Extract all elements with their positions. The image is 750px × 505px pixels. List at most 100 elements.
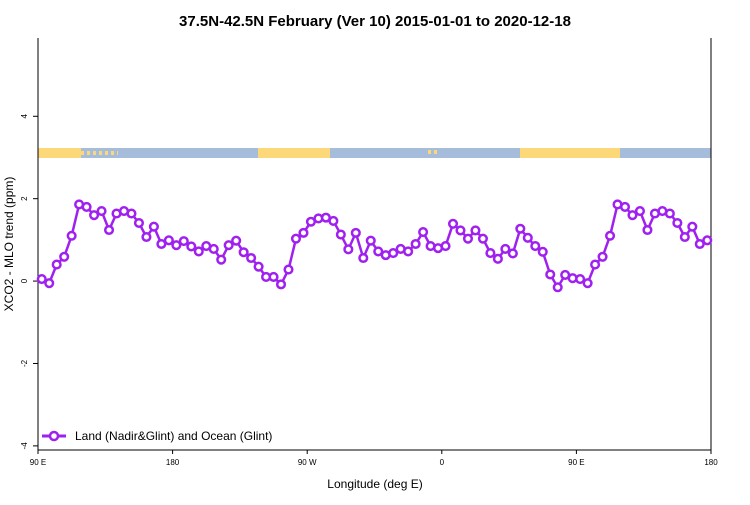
strip-coast-patch xyxy=(81,151,84,155)
data-point xyxy=(328,215,339,226)
data-point xyxy=(627,210,638,221)
data-point xyxy=(672,217,683,229)
strip-coast-patch xyxy=(99,151,102,155)
x-axis-label: Longitude (deg E) xyxy=(327,477,422,491)
surface-type-strip xyxy=(38,148,711,158)
y-tick-label: 2 xyxy=(20,196,29,201)
chart-title: 37.5N-42.5N February (Ver 10) 2015-01-01… xyxy=(179,13,571,30)
strip-coast-patch xyxy=(482,150,485,154)
data-point xyxy=(59,251,70,262)
data-point xyxy=(178,236,189,247)
data-point xyxy=(358,252,369,264)
data-point xyxy=(223,240,234,251)
legend-marker-swatch xyxy=(48,430,60,442)
data-point xyxy=(552,282,563,293)
data-point xyxy=(246,252,257,264)
x-tick-label: 180 xyxy=(166,458,180,467)
strip-coast-patch xyxy=(93,151,96,155)
strip-coast-patch xyxy=(464,150,467,154)
data-point xyxy=(275,279,287,290)
strip-coast-patch xyxy=(111,151,114,155)
data-point xyxy=(702,235,713,246)
data-point xyxy=(410,238,421,250)
data-point xyxy=(477,233,488,244)
data-point xyxy=(193,246,204,257)
data-point xyxy=(298,227,309,238)
data-point xyxy=(537,246,548,257)
data-point xyxy=(335,229,346,240)
data-point xyxy=(163,235,174,246)
data-point xyxy=(148,221,159,232)
data-point xyxy=(492,253,503,264)
strip-coast-patch xyxy=(644,150,647,154)
data-point xyxy=(268,271,279,283)
data-point xyxy=(694,238,705,250)
data-point xyxy=(687,221,698,232)
data-point xyxy=(507,248,518,259)
strip-coast-patch xyxy=(620,150,623,154)
data-point xyxy=(133,217,144,229)
strip-coast-patch xyxy=(638,150,641,154)
strip-coast-patch xyxy=(512,150,515,154)
data-point xyxy=(51,259,62,270)
strip-segment xyxy=(330,148,428,158)
y-tick-label: 0 xyxy=(20,278,29,283)
data-point xyxy=(141,231,152,243)
strip-segment xyxy=(38,148,81,158)
data-point xyxy=(216,254,227,265)
data-point xyxy=(350,227,361,238)
legend-label: Land (Nadir&Glint) and Ocean (Glint) xyxy=(75,429,272,443)
data-point xyxy=(171,240,182,251)
strip-segment xyxy=(118,148,258,158)
data-point xyxy=(186,241,197,252)
x-tick-label: 90 W xyxy=(298,458,317,467)
strip-coast-patch xyxy=(494,150,497,154)
y-axis-label: XCO2 - MLO trend (ppm) xyxy=(2,177,16,312)
data-point xyxy=(66,230,77,241)
series-line xyxy=(41,202,708,290)
data-point xyxy=(582,278,593,289)
data-point xyxy=(208,243,219,254)
data-point xyxy=(373,246,384,257)
data-point xyxy=(365,235,376,246)
data-point xyxy=(447,218,459,229)
data-point xyxy=(388,248,399,259)
data-point xyxy=(455,225,466,236)
data-point xyxy=(590,259,601,270)
data-point xyxy=(485,248,496,259)
data-point xyxy=(522,232,533,243)
data-point xyxy=(515,223,526,234)
legend: Land (Nadir&Glint) and Ocean (Glint) xyxy=(42,429,272,443)
strip-coast-patch xyxy=(506,150,509,154)
strip-coast-patch xyxy=(488,150,491,154)
strip-coast-patch xyxy=(518,150,521,154)
axes: -4 -2 0 2 4 90 E 180 90 W 0 90 E 180 xyxy=(20,38,718,467)
y-tick-label: 4 xyxy=(20,114,29,119)
strip-coast-patch xyxy=(632,150,635,154)
data-point xyxy=(642,224,653,236)
data-point xyxy=(619,201,631,212)
data-point xyxy=(545,269,556,280)
data-point xyxy=(103,224,115,236)
series-land-ocean xyxy=(36,199,713,293)
strip-coast-patch xyxy=(446,150,449,154)
data-point xyxy=(440,241,451,252)
data-point xyxy=(605,230,616,241)
data-point xyxy=(253,261,264,272)
data-point xyxy=(81,201,92,212)
strip-segment xyxy=(620,148,655,158)
strip-coast-patch xyxy=(434,150,437,154)
data-point xyxy=(418,227,429,238)
data-point xyxy=(634,205,646,217)
data-point xyxy=(470,225,481,236)
strip-coast-patch xyxy=(105,151,108,155)
strip-coast-patch xyxy=(470,150,473,154)
strip-coast-patch xyxy=(440,150,443,154)
strip-coast-patch xyxy=(476,150,479,154)
strip-coast-patch xyxy=(626,150,629,154)
y-tick-label: -4 xyxy=(20,442,29,450)
strip-segment xyxy=(520,148,620,158)
data-point xyxy=(283,264,294,275)
strip-coast-patch xyxy=(428,150,431,154)
